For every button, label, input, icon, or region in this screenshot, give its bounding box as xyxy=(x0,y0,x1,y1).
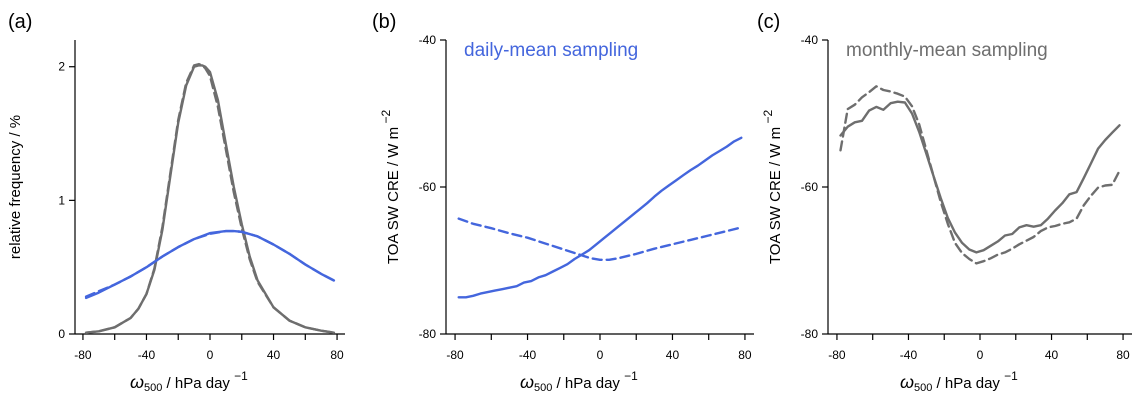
x-axis-label: ω500 / hPa day −1 xyxy=(520,369,638,393)
panel-c: -80 -40 0 40 80 -80 -60 -40 ω500 / hPa day −1 TOA… xyxy=(757,11,1132,393)
y-tick-label: 0 xyxy=(58,327,65,341)
series-line-2 xyxy=(839,85,1121,265)
panel-label: (b) xyxy=(372,11,396,33)
series-line-1 xyxy=(839,100,1121,254)
panel-annotation: daily-mean sampling xyxy=(464,40,638,61)
y-tick-label: 2 xyxy=(58,60,65,74)
y-tick-label: -80 xyxy=(419,327,437,341)
series-line-1 xyxy=(457,136,743,299)
x-tick-label: -40 xyxy=(900,348,918,362)
panel-a: -80 -40 0 40 80 0 1 2 ω500 / hPa day −1 relative … xyxy=(7,11,345,393)
x-tick-label: 80 xyxy=(738,348,752,362)
series-line-3 xyxy=(84,229,336,300)
x-tick-label: 0 xyxy=(597,348,604,362)
x-tick-label: -80 xyxy=(828,348,846,362)
x-tick-label: -80 xyxy=(446,348,464,362)
x-tick-label: 40 xyxy=(267,348,281,362)
x-tick-label: 40 xyxy=(666,348,680,362)
x-tick-label: 0 xyxy=(207,348,214,362)
panel-annotation: monthly-mean sampling xyxy=(846,40,1048,61)
y-tick-label: -80 xyxy=(801,327,819,341)
y-tick-label: -40 xyxy=(419,33,437,47)
y-tick-label: -40 xyxy=(801,33,819,47)
y-axis-label: TOA SW CRE / W m −2 xyxy=(379,110,402,265)
x-axis-label: ω500 / hPa day −1 xyxy=(130,369,248,393)
y-axis-label: TOA SW CRE / W m −2 xyxy=(761,110,784,265)
y-tick-label: -60 xyxy=(801,180,819,194)
series-line-4 xyxy=(84,229,336,298)
panel-b: -80 -40 0 40 80 -80 -60 -40 ω500 / hPa day −1 TOA… xyxy=(372,11,754,393)
x-tick-label: 80 xyxy=(1116,348,1130,362)
x-tick-label: 80 xyxy=(330,348,344,362)
y-tick-label: 1 xyxy=(58,193,65,207)
x-tick-label: -80 xyxy=(74,348,92,362)
panel-label: (a) xyxy=(8,11,32,33)
x-axis-label: ω500 / hPa day −1 xyxy=(900,369,1018,393)
series-line-2 xyxy=(457,217,743,261)
x-tick-label: 0 xyxy=(977,348,984,362)
x-tick-label: -40 xyxy=(138,348,156,362)
panel-label: (c) xyxy=(757,11,780,33)
x-tick-label: 40 xyxy=(1045,348,1059,362)
series-line-2 xyxy=(84,62,336,334)
y-axis-label: relative frequency / % xyxy=(7,115,24,259)
series-line-1 xyxy=(84,64,336,334)
y-tick-label: -60 xyxy=(419,180,437,194)
x-tick-label: -40 xyxy=(519,348,537,362)
